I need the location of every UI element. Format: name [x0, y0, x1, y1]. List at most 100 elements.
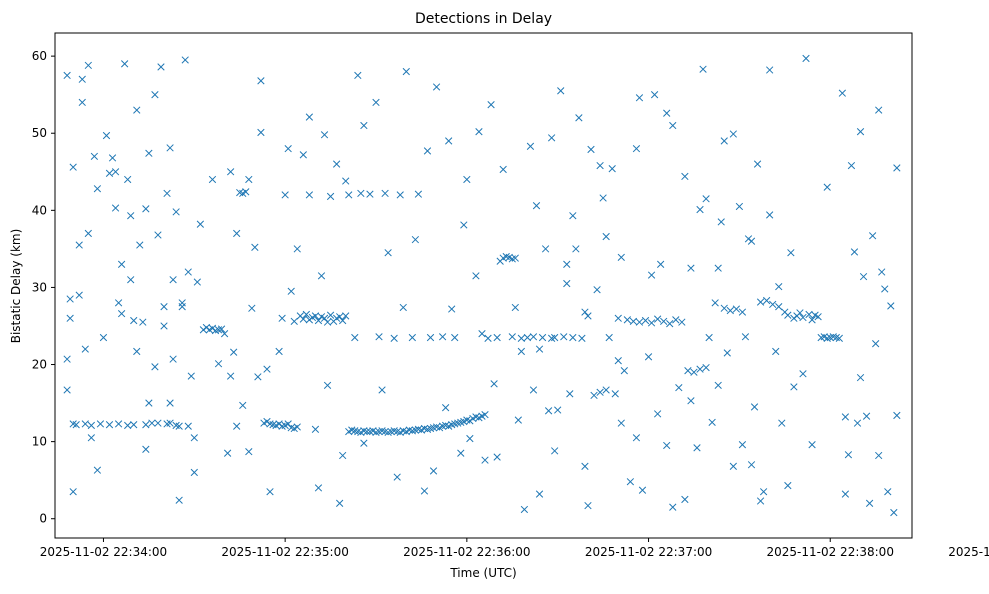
data-point — [96, 420, 105, 428]
data-point — [554, 406, 562, 414]
y-tick-label: 40 — [32, 203, 47, 217]
y-tick-label: 30 — [32, 280, 47, 294]
data-point — [778, 419, 786, 427]
data-point — [266, 488, 274, 496]
data-point — [551, 447, 559, 455]
data-point — [523, 333, 532, 342]
data-point — [202, 323, 211, 332]
data-point — [669, 121, 677, 130]
x-tick-label: 2025-11-02 22:36:00 — [403, 545, 530, 559]
data-point — [284, 144, 292, 153]
data-point — [666, 320, 674, 328]
data-point — [302, 310, 310, 319]
data-point — [226, 372, 235, 380]
data-point — [729, 130, 737, 138]
data-point — [750, 403, 759, 411]
data-point — [762, 296, 771, 305]
data-point — [653, 315, 662, 323]
data-point — [451, 333, 459, 342]
data-point — [547, 134, 556, 142]
data-point — [187, 372, 195, 380]
data-point — [414, 190, 423, 198]
data-point — [508, 333, 516, 341]
data-point — [139, 318, 147, 326]
data-point — [323, 381, 332, 389]
data-point — [151, 91, 159, 99]
data-point — [342, 312, 350, 320]
axes-frame — [54, 32, 913, 539]
data-point — [493, 453, 501, 461]
data-point — [275, 347, 283, 356]
data-point — [708, 418, 716, 427]
data-point — [208, 175, 217, 184]
data-point — [578, 334, 586, 342]
data-point — [602, 386, 610, 394]
data-point — [714, 264, 722, 272]
data-point — [796, 309, 804, 317]
data-point — [799, 370, 807, 378]
data-point — [859, 272, 868, 281]
data-point — [747, 461, 756, 469]
data-point — [254, 373, 262, 381]
data-point — [460, 221, 468, 229]
data-point — [184, 422, 192, 430]
data-point — [75, 241, 83, 249]
y-tick-label: 60 — [32, 49, 47, 63]
data-point — [893, 164, 901, 172]
data-point — [596, 388, 604, 396]
data-point — [657, 260, 665, 268]
data-point — [814, 313, 822, 321]
y-tick-label: 20 — [32, 358, 47, 372]
data-point — [784, 481, 792, 490]
data-point — [114, 420, 123, 428]
data-point — [644, 353, 653, 361]
data-point — [681, 172, 689, 181]
data-point — [808, 316, 816, 324]
data-point — [105, 169, 114, 177]
data-point — [448, 305, 456, 313]
data-point — [687, 397, 695, 405]
data-point — [375, 333, 383, 341]
data-point — [769, 300, 777, 309]
data-point — [756, 298, 765, 306]
data-point — [535, 490, 544, 498]
data-point — [463, 175, 471, 184]
data-point — [850, 248, 859, 256]
data-point — [332, 160, 341, 168]
data-point — [342, 177, 350, 185]
data-point — [78, 75, 86, 83]
data-point — [560, 333, 568, 341]
data-point — [720, 137, 728, 145]
data-point — [617, 253, 625, 262]
data-point — [584, 312, 592, 320]
data-point — [868, 232, 877, 240]
data-point — [127, 276, 135, 284]
data-point — [63, 355, 71, 363]
data-point — [835, 334, 843, 342]
data-point — [838, 89, 847, 97]
data-point — [587, 145, 595, 154]
data-point — [535, 345, 544, 353]
data-point — [263, 417, 271, 426]
data-point — [638, 486, 647, 494]
data-point — [336, 499, 344, 507]
plot-area — [63, 54, 901, 517]
data-point — [790, 383, 798, 391]
data-point — [124, 421, 132, 430]
data-point — [290, 317, 298, 326]
data-point — [133, 106, 141, 114]
data-point — [738, 308, 747, 316]
data-point — [299, 315, 307, 323]
data-point — [399, 303, 407, 312]
data-point — [354, 71, 362, 80]
data-point — [257, 128, 265, 137]
data-point — [711, 299, 719, 307]
data-point — [363, 427, 371, 436]
data-point — [747, 237, 756, 245]
data-point — [802, 54, 810, 63]
data-point — [517, 334, 526, 342]
data-point — [145, 149, 153, 157]
data-point — [841, 490, 850, 498]
data-point — [345, 191, 353, 199]
data-point — [245, 447, 253, 456]
